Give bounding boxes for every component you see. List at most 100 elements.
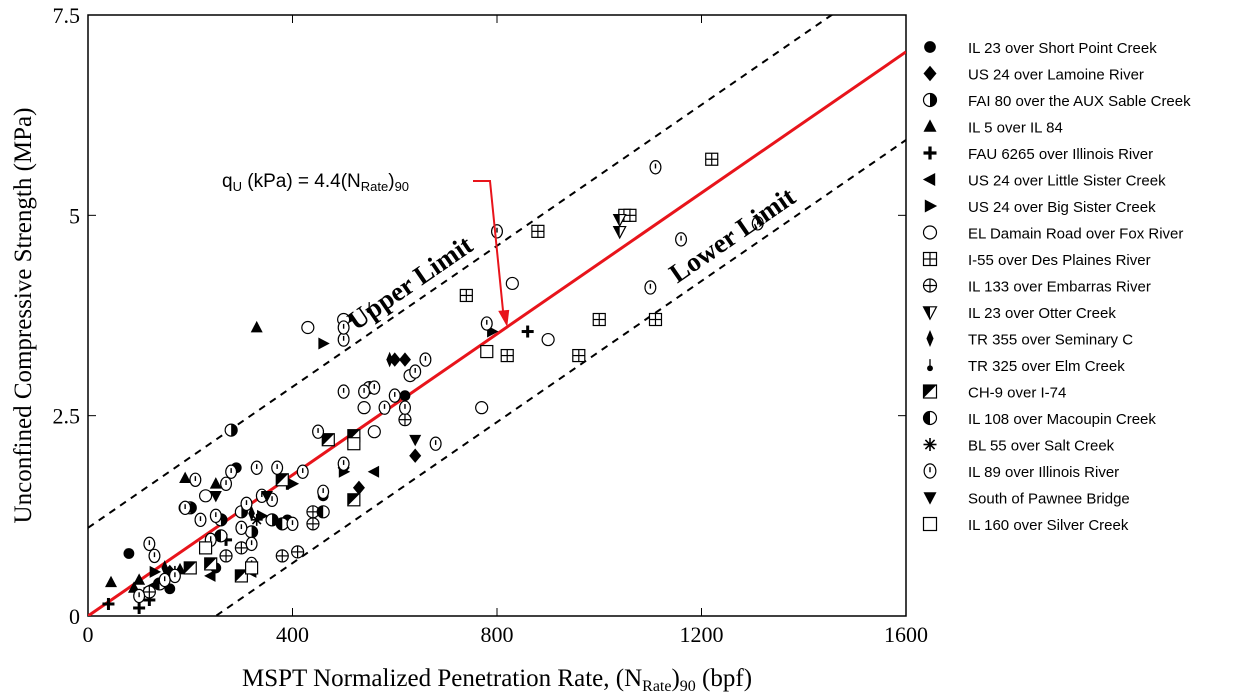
x-tick-label: 800: [481, 622, 514, 647]
marker-filled-diamond: [398, 352, 411, 367]
data-point: [409, 364, 422, 379]
legend-label: TR 355 over Seminary C: [968, 332, 1133, 349]
data-point: [275, 549, 289, 563]
data-point: [194, 512, 207, 528]
data-point: [198, 541, 213, 555]
marker-open-circle: [505, 276, 519, 291]
data-point: [260, 491, 273, 503]
legend-label: US 24 over Lamoine River: [968, 67, 1144, 84]
series-half-square: [183, 429, 361, 583]
legend-item: TR 325 over Elm Creek: [927, 358, 1125, 375]
data-point: [225, 464, 238, 479]
data-point: [491, 224, 504, 239]
marker-plus-v: [526, 325, 530, 338]
upper-limit-label: Upper Limit: [342, 229, 478, 336]
data-point: [312, 424, 325, 439]
data-point: [235, 520, 248, 536]
series-circled-bar: [133, 160, 764, 604]
marker-half-square-fill: [204, 557, 217, 570]
legend-label: TR 325 over Elm Creek: [968, 358, 1125, 375]
marker-thin-diamond: [161, 560, 168, 576]
data-point: [296, 464, 309, 479]
marker-half-circle-left-fill: [317, 505, 324, 518]
data-point: [505, 276, 519, 291]
legend-label: IL 89 over Illinois River: [968, 464, 1119, 481]
data-point: [480, 344, 494, 359]
marker-filled-triangle-up: [250, 320, 263, 333]
data-point: [378, 400, 391, 415]
marker-filled-triangle-right: [257, 509, 269, 522]
data-point: [250, 320, 263, 333]
marker-half-circle-left-fill: [276, 517, 283, 530]
legend-item: IL 23 over Otter Creek: [922, 305, 1116, 322]
marker-half-circle-right-fill: [231, 424, 238, 437]
data-point: [142, 585, 156, 599]
legend-item: US 24 over Big Sister Creek: [924, 199, 1156, 216]
data-point: [198, 489, 213, 503]
data-point: [250, 460, 263, 475]
data-point: [388, 352, 401, 367]
data-point: [301, 320, 315, 335]
data-point: [287, 477, 300, 490]
marker-filled-triangle-right: [287, 477, 300, 490]
equation-arrow-line: [473, 180, 505, 313]
data-point: [531, 224, 545, 238]
data-point: [133, 588, 146, 604]
marker-filled-circle: [399, 390, 411, 402]
data-point: [143, 593, 156, 606]
marker-open-square: [245, 561, 259, 575]
data-point: [275, 517, 289, 531]
data-point: [189, 472, 202, 487]
marker-filled-triangle-up: [179, 471, 192, 483]
data-point: [386, 351, 393, 368]
marker-open-circle: [301, 320, 315, 335]
marker-half-square-fill: [235, 569, 248, 582]
legend-item: IL 23 over Short Point Creek: [924, 40, 1157, 57]
data-point: [209, 491, 222, 503]
fit-line: [88, 50, 906, 616]
legend-label: US 24 over Big Sister Creek: [968, 199, 1156, 216]
marker-plus-v: [106, 597, 110, 610]
marker-half-circle-right-fill: [190, 501, 197, 514]
legend-label: FAI 80 over the AUX Sable Creek: [968, 93, 1191, 110]
data-point: [409, 448, 422, 463]
data-point: [214, 529, 228, 543]
legend-label: CH-9 over I-74: [968, 385, 1066, 402]
lower-limit-line: [214, 139, 906, 616]
marker-open-circle: [198, 489, 213, 503]
marker-open-circle: [367, 425, 381, 439]
data-point: [399, 390, 411, 402]
data-point: [572, 348, 586, 363]
data-point: [271, 460, 284, 475]
marker-plus-v: [928, 146, 932, 160]
data-point: [459, 288, 473, 303]
legend-label: IL 133 over Embarras River: [968, 279, 1151, 296]
data-point: [648, 312, 663, 327]
data-point: [419, 352, 432, 367]
data-point: [318, 337, 330, 350]
marker-thin-diamond: [386, 351, 393, 368]
legend-item: IL 108 over Macoupin Creek: [922, 410, 1156, 428]
marker-plus-v: [137, 601, 141, 614]
data-point: [316, 505, 330, 519]
data-point: [209, 477, 222, 489]
marker-half-square-fill: [923, 385, 937, 398]
x-axis-label: MSPT Normalized Penetration Rate, (NRate…: [242, 665, 752, 694]
marker-filled-triangle-up: [923, 119, 937, 132]
legend-label: IL 108 over Macoupin Creek: [968, 411, 1156, 428]
y-tick-label: 5: [69, 203, 80, 228]
marker-filled-triangle-left: [204, 569, 216, 582]
marker-filled-triangle-down: [923, 492, 937, 505]
marker-filled-triangle-left: [922, 173, 936, 186]
marker-filled-triangle-right: [149, 565, 162, 578]
data-point: [475, 401, 489, 415]
y-tick-label: 0: [69, 604, 80, 629]
legend: IL 23 over Short Point Creek US 24 over L…: [922, 40, 1191, 534]
marker-open-square: [198, 541, 213, 555]
series-open-square: [198, 344, 494, 575]
marker-half-square-fill: [276, 473, 289, 486]
legend-label: IL 23 over Otter Creek: [968, 305, 1116, 322]
data-point: [168, 568, 181, 584]
legend-item: I-55 over Des Plaines River: [922, 251, 1151, 269]
data-point: [234, 541, 248, 555]
